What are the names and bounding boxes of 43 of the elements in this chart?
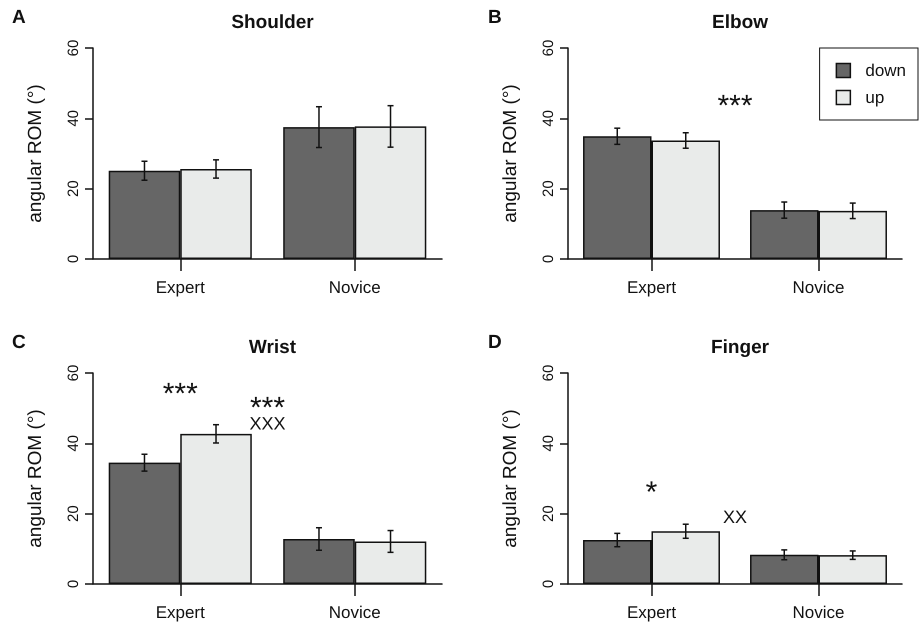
y-axis-title: angular ROM (°)	[25, 84, 46, 223]
chart-title: Elbow	[712, 12, 768, 33]
annotation: *	[646, 476, 658, 510]
annotation: XXX	[249, 414, 286, 434]
chart-title: Wrist	[248, 337, 297, 358]
x-tick-label: Expert	[156, 603, 206, 622]
text: B	[488, 7, 502, 28]
y-axis-title: angular ROM (°)	[500, 84, 521, 223]
legend-label: up	[865, 88, 884, 107]
y-tick-label: 0	[65, 254, 82, 264]
y-tick-label: 60	[540, 364, 557, 382]
y-tick-label: 20	[65, 505, 82, 522]
x-tick-label: Novice	[792, 603, 844, 622]
chart-title: Finger	[710, 337, 770, 358]
x-tick-label: Novice	[328, 603, 381, 622]
y-tick-label: 0	[65, 580, 82, 588]
legend-label: down	[865, 61, 906, 80]
x-tick-label: Expert	[626, 603, 676, 622]
chart-title: Shoulder	[231, 12, 314, 33]
y-tick-label: 40	[540, 110, 557, 127]
y-axis-title: angular ROM (°)	[500, 409, 521, 548]
text: A	[12, 7, 26, 28]
y-tick-label: 0	[540, 254, 557, 264]
y-axis-title: angular ROM (°)	[25, 409, 46, 548]
annotation: ***	[162, 378, 198, 411]
x-tick-label: Expert	[156, 278, 206, 297]
annotation: XX	[722, 506, 748, 527]
y-tick-label: 20	[65, 180, 82, 198]
y-tick-label: 40	[540, 434, 557, 452]
y-tick-label: 20	[540, 505, 557, 522]
y-tick-label: 0	[540, 580, 557, 588]
y-tick-label: 40	[65, 110, 82, 127]
x-tick-label: Novice	[792, 278, 844, 297]
x-tick-label: Expert	[626, 278, 676, 297]
text: D	[488, 332, 502, 353]
annotation: ***	[717, 90, 753, 123]
text: C	[12, 332, 26, 353]
y-tick-label: 60	[540, 40, 557, 56]
y-tick-label: 20	[540, 180, 557, 198]
y-tick-label: 60	[65, 364, 82, 382]
y-tick-label: 60	[65, 40, 82, 56]
x-tick-label: Novice	[328, 278, 381, 297]
y-tick-label: 40	[65, 434, 82, 452]
